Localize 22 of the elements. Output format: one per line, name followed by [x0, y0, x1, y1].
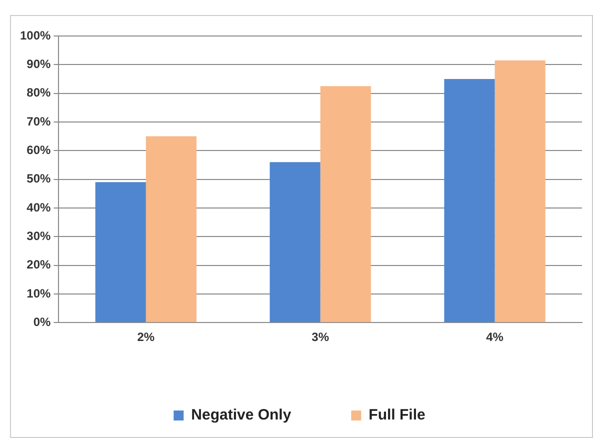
bar — [494, 60, 546, 322]
y-tick-label: 80% — [26, 86, 52, 100]
y-tick-label: 40% — [26, 200, 52, 214]
x-tick-label: 2% — [137, 330, 155, 344]
y-tick-label: 60% — [26, 142, 52, 157]
y-tick-label: 100% — [20, 28, 52, 42]
y-tick-label: 90% — [26, 56, 52, 71]
y-tick-label: 30% — [26, 228, 52, 243]
y-tick-label: 50% — [26, 172, 52, 186]
y-tick-label: 70% — [26, 114, 52, 128]
legend-label: Full File — [368, 406, 426, 424]
bar — [146, 136, 196, 322]
legend-label: Negative Only — [191, 406, 292, 424]
y-tick-label: 10% — [26, 286, 52, 300]
x-tick-label: 4% — [486, 330, 504, 344]
bar — [95, 182, 146, 322]
y-tick-label: 20% — [26, 258, 52, 272]
bar — [444, 78, 495, 322]
bar — [270, 162, 320, 322]
bar — [320, 86, 371, 322]
x-tick-label: 3% — [312, 330, 330, 344]
y-tick-label: 0% — [33, 314, 52, 329]
